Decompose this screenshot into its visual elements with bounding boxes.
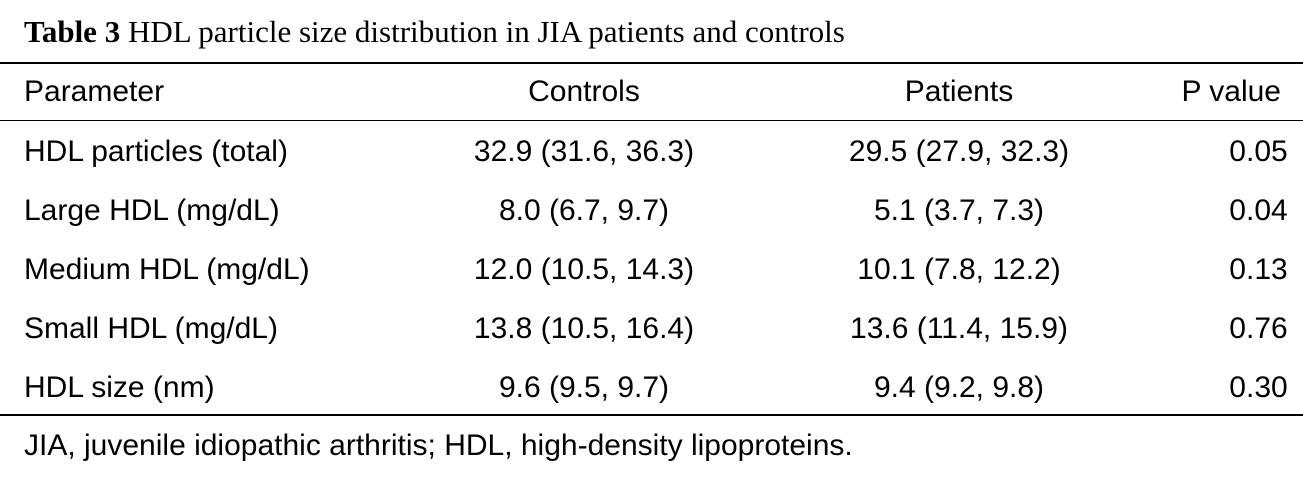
header-rule xyxy=(0,120,1303,121)
top-rule xyxy=(0,62,1303,64)
table-row: HDL particles (total) 32.9 (31.6, 36.3) … xyxy=(0,120,1303,181)
cell-p-value: 0.04 xyxy=(1229,193,1288,227)
cell-p-value: 0.30 xyxy=(1229,370,1288,404)
cell-parameter: Small HDL (mg/dL) xyxy=(24,311,278,345)
header-p-value: P value xyxy=(1181,75,1281,108)
hdl-table: Parameter Controls Patients P value HDL … xyxy=(0,64,1303,417)
cell-patients: 29.5 (27.9, 32.3) xyxy=(848,134,1070,168)
cell-parameter: Medium HDL (mg/dL) xyxy=(24,252,310,286)
table-row: HDL size (nm) 9.6 (9.5, 9.7) 9.4 (9.2, 9… xyxy=(0,358,1303,417)
bottom-rule xyxy=(0,414,1303,416)
cell-parameter: Large HDL (mg/dL) xyxy=(24,193,280,227)
table-row: Small HDL (mg/dL) 13.8 (10.5, 16.4) 13.6… xyxy=(0,299,1303,358)
cell-p-value: 0.05 xyxy=(1229,134,1288,168)
table-caption: Table 3 HDL particle size distribution i… xyxy=(24,12,845,52)
cell-controls: 12.0 (10.5, 14.3) xyxy=(473,252,695,286)
cell-patients: 13.6 (11.4, 15.9) xyxy=(850,311,1068,345)
cell-patients: 10.1 (7.8, 12.2) xyxy=(857,252,1061,286)
cell-parameter: HDL size (nm) xyxy=(24,370,215,404)
table-title: HDL particle size distribution in JIA pa… xyxy=(127,14,845,49)
cell-controls: 9.6 (9.5, 9.7) xyxy=(498,370,670,404)
cell-parameter: HDL particles (total) xyxy=(24,134,288,168)
table-label: Table 3 xyxy=(24,14,121,49)
cell-patients: 5.1 (3.7, 7.3) xyxy=(873,193,1045,227)
table-footnote: JIA, juvenile idiopathic arthritis; HDL,… xyxy=(24,429,853,462)
cell-controls: 8.0 (6.7, 9.7) xyxy=(498,193,670,227)
table-row: Large HDL (mg/dL) 8.0 (6.7, 9.7) 5.1 (3.… xyxy=(0,181,1303,240)
header-row: Parameter Controls Patients P value xyxy=(0,64,1303,120)
header-controls: Controls xyxy=(528,75,640,108)
header-patients: Patients xyxy=(904,75,1014,108)
cell-p-value: 0.76 xyxy=(1229,311,1288,345)
cell-controls: 32.9 (31.6, 36.3) xyxy=(473,134,695,168)
cell-controls: 13.8 (10.5, 16.4) xyxy=(473,311,695,345)
cell-p-value: 0.13 xyxy=(1229,252,1288,286)
cell-patients: 9.4 (9.2, 9.8) xyxy=(873,370,1045,404)
table-row: Medium HDL (mg/dL) 12.0 (10.5, 14.3) 10.… xyxy=(0,240,1303,299)
header-parameter: Parameter xyxy=(24,75,165,108)
